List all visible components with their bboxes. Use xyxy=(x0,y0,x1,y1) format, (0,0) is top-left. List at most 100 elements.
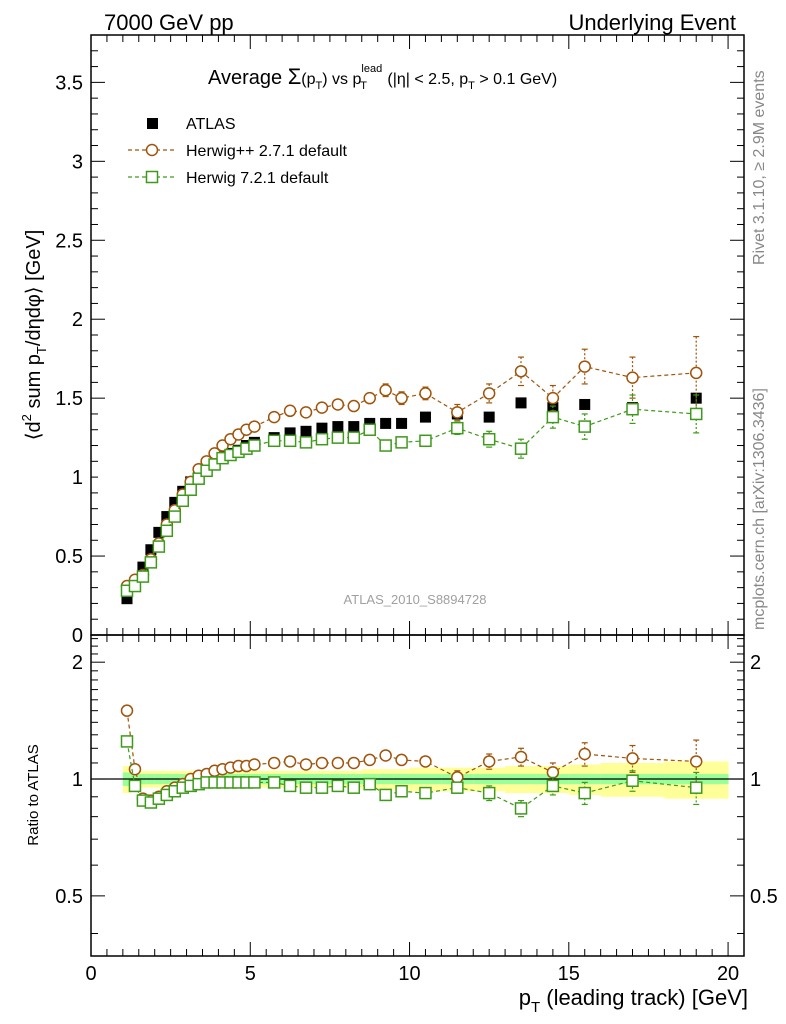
ratio-herwigpp-point xyxy=(120,704,134,717)
ratio-herwig7-point xyxy=(299,781,313,794)
ratio-herwig7-point xyxy=(120,735,134,748)
legend-marker-herwig7 xyxy=(145,170,159,184)
ratio-y-tick-label: 0.5 xyxy=(55,886,83,908)
herwigpp-point xyxy=(216,439,229,452)
herwigpp-point xyxy=(331,398,345,411)
ratio-herwig7-point xyxy=(689,781,703,794)
ratio-herwigpp-point xyxy=(363,753,376,767)
herwig7-point xyxy=(208,458,221,471)
y-tick-label: 1.5 xyxy=(55,388,83,410)
atlas-point xyxy=(348,421,360,433)
ratio-herwigpp-point xyxy=(331,756,345,770)
herwigpp-point xyxy=(578,360,591,373)
herwigpp-point xyxy=(299,406,313,419)
watermark: ATLAS_2010_S8894728 xyxy=(344,592,487,607)
herwigpp-point xyxy=(248,420,261,433)
herwig7-point xyxy=(299,436,313,449)
atlas-point xyxy=(579,398,591,410)
y-tick-label: 3 xyxy=(72,151,83,173)
atlas-point xyxy=(145,544,157,556)
herwig7-point xyxy=(379,439,392,452)
ratio-herwigpp-point xyxy=(482,755,496,768)
ratio-herwigpp-point xyxy=(379,749,392,762)
atlas-point xyxy=(332,421,344,433)
ratio-herwig7-point xyxy=(395,785,408,798)
y-tick-label: 0 xyxy=(72,625,83,647)
herwigpp-point xyxy=(451,406,464,419)
x-tick-label: 20 xyxy=(717,963,739,985)
herwigpp-point xyxy=(379,384,392,397)
atlas-point xyxy=(316,422,328,434)
ratio-ylabel: Ratio to ATLAS xyxy=(25,744,42,845)
y-tick-label: 3.5 xyxy=(55,72,83,94)
herwig7-point xyxy=(419,434,432,448)
ratio-herwigpp-point xyxy=(689,755,703,768)
herwig7-point xyxy=(160,524,174,538)
ratio-herwigpp-point xyxy=(248,758,261,771)
x-tick-label: 0 xyxy=(85,963,96,985)
herwig7-point xyxy=(514,442,528,455)
atlas-point xyxy=(483,411,495,423)
main-panel: 0 0.5 1 1.5 2 2.5 3 3.5 Average Σ(pT) vs plead T… xyxy=(19,34,745,647)
herwigpp-point xyxy=(283,404,297,418)
ratio-herwigpp-point xyxy=(315,756,329,770)
herwig7-point xyxy=(267,434,281,448)
y-tick-label: 2 xyxy=(72,309,83,331)
ratio-herwig7-point xyxy=(248,776,261,789)
ratio-herwig7-point xyxy=(363,777,376,791)
ratio-herwigpp-point xyxy=(347,756,361,770)
herwig7-point xyxy=(144,556,158,569)
ratio-frame xyxy=(90,634,745,957)
herwig7-point xyxy=(152,540,166,553)
ratio-herwig7-point xyxy=(267,776,281,789)
atlas-point xyxy=(121,593,133,605)
herwig7-point xyxy=(176,494,189,508)
main-ylabel: ⟨d2 sum pT/dηdφ⟩ [GeV] xyxy=(19,230,49,441)
legend-marker-atlas xyxy=(147,118,158,129)
ratio-y-tick-label-right: 0.5 xyxy=(750,886,778,908)
herwigpp-point xyxy=(363,391,376,405)
y-tick-label: 1 xyxy=(72,467,83,489)
ratio-herwig7-point xyxy=(331,779,345,793)
ratio-herwigpp-point xyxy=(419,755,432,768)
herwig7-point xyxy=(395,436,408,449)
herwigpp-point xyxy=(395,391,408,405)
herwig7-point xyxy=(578,420,591,433)
herwigpp-point xyxy=(419,387,432,400)
atlas-point xyxy=(169,496,181,508)
legend-label-herwigpp: Herwig++ 2.7.1 default xyxy=(186,143,348,160)
legend-marker-herwigpp xyxy=(145,143,159,157)
ratio-herwig7-point xyxy=(315,781,329,794)
herwig7-point xyxy=(546,410,560,424)
herwig7-line xyxy=(126,408,697,592)
herwig7-point xyxy=(363,423,376,436)
mcplots-label: mcplots.cern.ch [arXiv:1306.3436] xyxy=(751,388,768,630)
herwigpp-point xyxy=(482,387,496,400)
atlas-point xyxy=(396,417,408,429)
ratio-herwig7-point xyxy=(347,781,361,794)
ratio-herwigpp-point xyxy=(299,758,313,771)
herwig7-point xyxy=(482,432,496,446)
legend-label-atlas: ATLAS xyxy=(186,116,236,133)
ratio-herwig7-point xyxy=(626,774,639,787)
herwig7-point xyxy=(184,483,197,496)
herwigpp-point xyxy=(546,391,560,405)
ratio-herwigpp-point xyxy=(267,756,281,770)
atlas-point xyxy=(153,526,165,538)
herwig7-point xyxy=(136,570,150,583)
ratio-herwig7-point xyxy=(546,779,560,793)
herwig7-point xyxy=(248,439,261,452)
x-tick-label: 10 xyxy=(398,963,420,985)
x-tick-label: 5 xyxy=(245,963,256,985)
y-tick-label: 2.5 xyxy=(55,230,83,252)
ratio-herwig7-point xyxy=(379,788,392,802)
ratio-y-tick-label: 2 xyxy=(72,652,83,674)
ratio-herwigpp-point xyxy=(578,747,591,761)
ratio-herwig7-point xyxy=(283,779,297,793)
atlas-point xyxy=(161,511,173,523)
herwig7-point xyxy=(200,464,213,478)
herwigpp-point xyxy=(267,410,281,424)
ratio-herwig7-point xyxy=(514,802,528,815)
herwigpp-point xyxy=(315,401,329,414)
